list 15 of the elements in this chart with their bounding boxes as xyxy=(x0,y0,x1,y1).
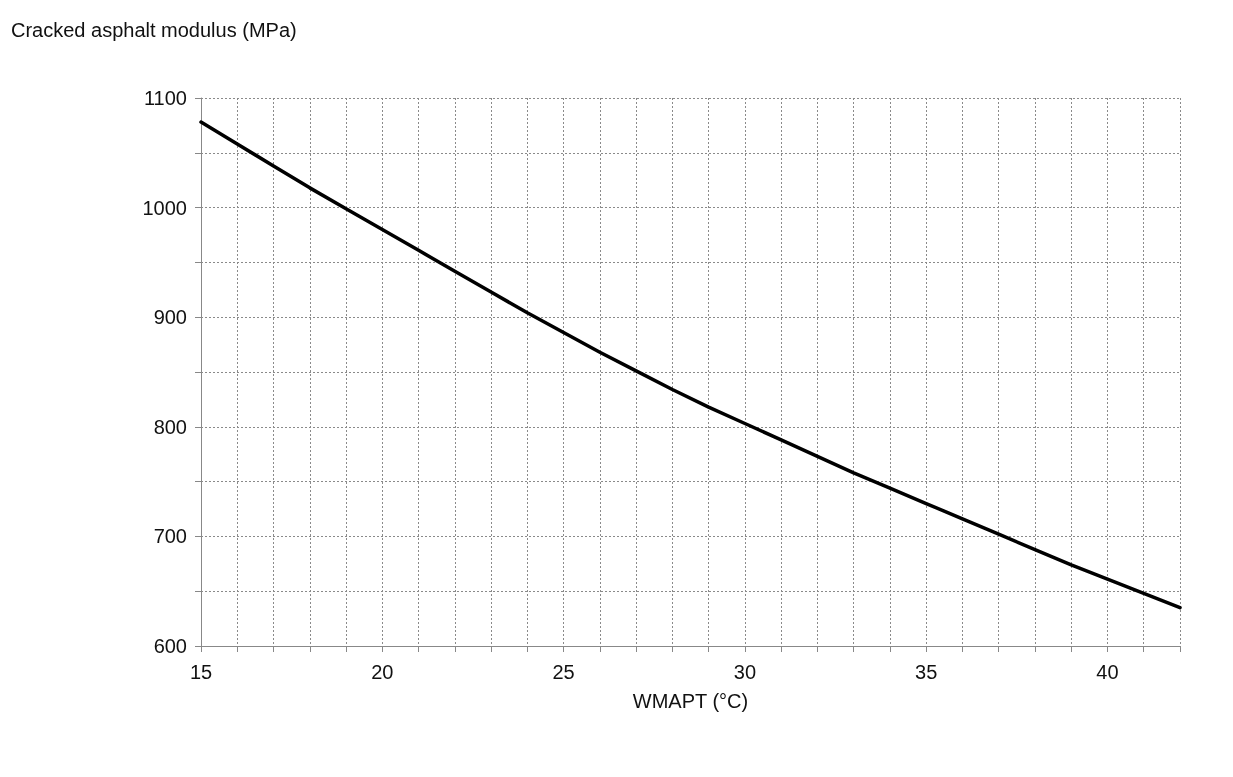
y-tick-label: 1000 xyxy=(142,196,187,219)
y-tick-label: 1100 xyxy=(143,87,187,109)
y-axis-title: Cracked asphalt modulus (MPa) xyxy=(11,19,297,41)
x-axis-title: WMAPT (°C) xyxy=(632,690,749,712)
y-tick-label: 900 xyxy=(153,306,187,329)
x-tick-label: 25 xyxy=(552,661,575,683)
x-tick-label: 20 xyxy=(371,661,394,683)
x-tick-label: 15 xyxy=(189,661,213,683)
y-tick-label: 800 xyxy=(153,415,187,438)
x-tick-label: 40 xyxy=(1096,661,1119,683)
x-tick-label: 30 xyxy=(733,661,757,683)
x-tick-label: 35 xyxy=(915,661,938,683)
y-tick-label: 700 xyxy=(153,525,187,548)
y-tick-label: 600 xyxy=(153,635,187,657)
line-series xyxy=(199,120,1182,610)
